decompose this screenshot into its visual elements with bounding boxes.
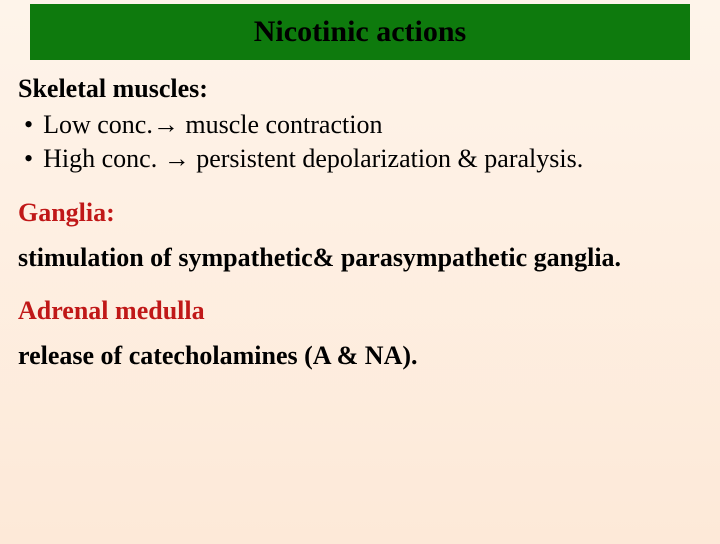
arrow-icon: → (153, 110, 179, 139)
bullet2-post: persistent depolarization & paralysis. (190, 144, 584, 173)
bullet-high-conc: • High conc. → persistent depolarization… (18, 142, 702, 176)
adrenal-heading: Adrenal medulla (18, 296, 702, 326)
ganglia-heading: Ganglia: (18, 198, 702, 228)
bullet-marker: • (24, 142, 33, 176)
bullet-low-conc: • Low conc.→ muscle contraction (18, 108, 702, 142)
content-area: Skeletal muscles: • Low conc.→ muscle co… (0, 60, 720, 373)
bullet-text: Low conc.→ muscle contraction (43, 108, 382, 142)
bullet2-pre: High conc. (43, 144, 164, 173)
bullet1-pre: Low conc. (43, 110, 153, 139)
ganglia-text: stimulation of sympathetic& parasympathe… (18, 242, 702, 275)
arrow-icon: → (164, 144, 190, 173)
bullet1-post: muscle contraction (179, 110, 383, 139)
slide-title: Nicotinic actions (254, 15, 466, 49)
skeletal-heading: Skeletal muscles: (18, 74, 702, 104)
bullet-marker: • (24, 108, 33, 142)
title-bar: Nicotinic actions (30, 4, 690, 60)
adrenal-text: release of catecholamines (A & NA). (18, 340, 702, 373)
bullet-text: High conc. → persistent depolarization &… (43, 142, 583, 176)
